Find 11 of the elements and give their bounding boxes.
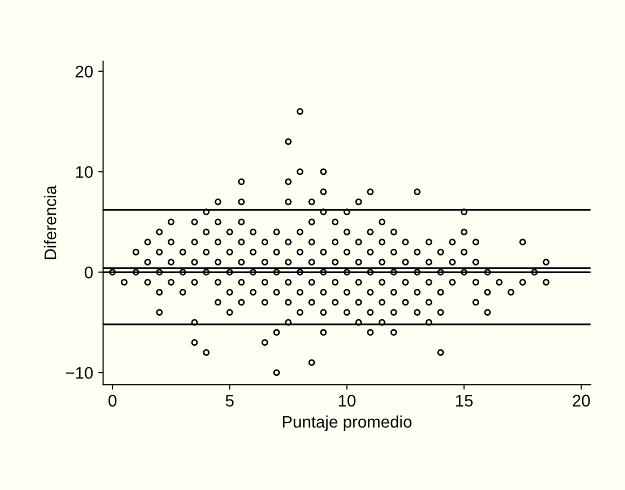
x-tick-label: 20 — [572, 394, 590, 407]
x-tick-label: 10 — [338, 394, 356, 407]
y-tick-label: 10 — [76, 166, 93, 178]
y-axis-title: Diferencia — [44, 185, 56, 260]
y-tick-label: 20 — [76, 66, 93, 78]
x-tick-label: 15 — [456, 394, 473, 407]
x-tick-label: 0 — [108, 394, 116, 407]
x-tick-label: 5 — [226, 394, 234, 407]
x-axis-title: Puntaje promedio — [282, 415, 412, 431]
y-tick-label: 0 — [84, 266, 93, 278]
y-tick-label: −10 — [66, 367, 93, 379]
